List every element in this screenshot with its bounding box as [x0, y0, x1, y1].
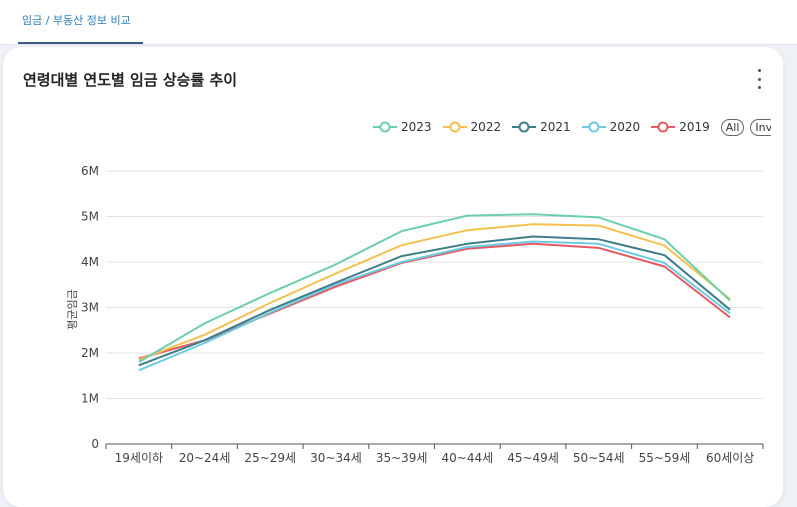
legend-label: 2023	[401, 120, 432, 134]
x-tick-label: 35~39세	[376, 451, 428, 465]
legend-swatch-icon	[373, 121, 397, 133]
y-tick-label: 0	[91, 437, 99, 451]
y-tick-label: 1M	[81, 392, 99, 406]
x-tick-label: 30~34세	[310, 451, 362, 465]
legend-swatch-icon	[512, 121, 537, 133]
top-nav: 임금 / 부동산 정보 비교	[0, 0, 797, 45]
y-tick-label: 3M	[81, 301, 99, 315]
legend-swatch-icon	[651, 121, 676, 133]
y-axis-label: 평균임금	[66, 289, 79, 329]
y-tick-label: 2M	[81, 346, 99, 360]
legend-item-2019[interactable]: 2019	[651, 120, 710, 134]
x-tick-label: 25~29세	[244, 451, 296, 465]
x-tick-label: 55~59세	[639, 451, 691, 465]
card-title: 연령대별 연도별 임금 상승률 추이	[23, 71, 238, 89]
x-tick-label: 20~24세	[179, 451, 231, 465]
chart-card: 연령대별 연도별 임금 상승률 추이 2023 2022 2021 2020 2019 A…	[3, 47, 783, 507]
legend-invert-button[interactable]: Inv	[750, 118, 771, 136]
series-line-2021	[138, 235, 731, 367]
x-tick-label: 45~49세	[507, 451, 559, 465]
x-tick-label: 50~54세	[573, 451, 625, 465]
legend-swatch-icon	[581, 121, 606, 133]
chart-legend: 2023 2022 2021 2020 2019 All Inv	[373, 118, 771, 136]
y-tick-label: 4M	[81, 255, 99, 269]
y-tick-label: 6M	[81, 164, 99, 178]
x-tick-label: 19세이하	[115, 451, 163, 465]
legend-all-button[interactable]: All	[720, 118, 745, 136]
legend-item-2022[interactable]: 2022	[442, 120, 502, 134]
line-chart: 0 1M 2M 3M 4M 5M 6M 19세이하 20~24세 25~29세 30~34세 35~3…	[66, 164, 764, 465]
y-tick-label: 5M	[81, 210, 99, 224]
legend-label: 2022	[470, 120, 502, 134]
legend-label: 2019	[679, 120, 710, 134]
legend-label: 2020	[609, 120, 641, 134]
tab-wage-realestate[interactable]: 임금 / 부동산 정보 비교	[18, 0, 143, 44]
series-line-2023	[138, 213, 731, 363]
legend-item-2020[interactable]: 2020	[581, 120, 641, 134]
legend-item-2021[interactable]: 2021	[512, 120, 571, 134]
series-line-2020	[138, 240, 731, 372]
x-tick-label: 40~44세	[442, 451, 494, 465]
legend-item-2023[interactable]: 2023	[373, 120, 432, 134]
legend-swatch-icon	[442, 121, 467, 133]
series-line-2019	[138, 242, 731, 360]
more-options-icon[interactable]	[755, 69, 763, 89]
legend-label: 2021	[540, 120, 571, 134]
x-tick-label: 60세이상	[706, 451, 754, 465]
series-line-2022	[138, 223, 731, 361]
